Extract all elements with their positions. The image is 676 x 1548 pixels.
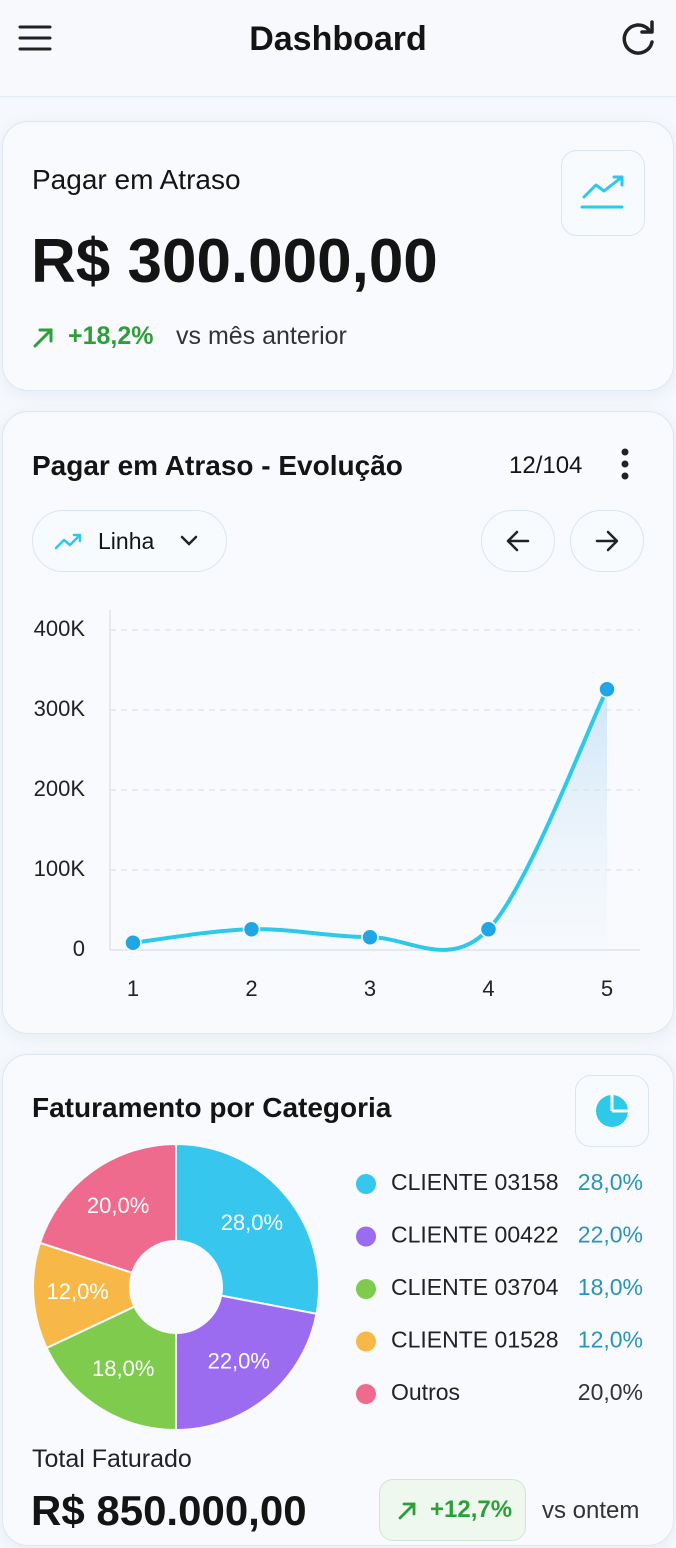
slice-label: 18,0% — [92, 1356, 154, 1381]
y-tick-label: 100K — [34, 856, 86, 881]
pie-slice — [45, 1305, 177, 1432]
menu-button[interactable] — [18, 24, 54, 54]
chart-type-label: Linha — [98, 528, 155, 554]
y-tick-label: 200K — [34, 776, 86, 801]
prev-button[interactable] — [481, 510, 555, 572]
total-change: +12,7% — [430, 1496, 513, 1523]
chevron-down — [180, 535, 198, 546]
total-change-badge: +12,7% — [379, 1479, 526, 1541]
pie-button[interactable] — [575, 1075, 649, 1147]
chart-type-select[interactable]: Linha — [32, 510, 227, 572]
arrow-left — [506, 530, 530, 552]
data-point — [242, 920, 261, 938]
kpi-comparison: vs mês anterior — [176, 322, 347, 350]
legend-swatch — [356, 1384, 376, 1404]
legend-label: CLIENTE 00422 — [391, 1222, 558, 1248]
legend-label: CLIENTE 01528 — [391, 1327, 558, 1353]
legend-value: 12,0% — [578, 1327, 643, 1353]
page-title: Dashboard — [249, 20, 427, 58]
data-point — [479, 920, 498, 938]
data-point — [361, 928, 379, 946]
legend-swatch — [356, 1279, 376, 1299]
slice-label: 20,0% — [87, 1193, 149, 1218]
kpi-change: +18,2% — [68, 322, 154, 350]
y-tick-label: 300K — [34, 696, 86, 721]
total-label: Total Faturado — [32, 1445, 192, 1473]
next-button[interactable] — [570, 510, 644, 572]
legend-value: 20,0% — [578, 1379, 643, 1405]
data-point — [124, 934, 142, 952]
x-tick-label: 5 — [601, 976, 613, 1001]
x-tick-label: 3 — [364, 976, 376, 1001]
trend-up-icon — [33, 328, 53, 348]
line-series — [131, 687, 609, 952]
y-tick-label: 0 — [73, 936, 85, 961]
trend-up-icon — [398, 1502, 416, 1520]
legend-value: 18,0% — [578, 1274, 643, 1300]
x-tick-label: 1 — [127, 976, 139, 1001]
category-card: Faturamento por Categoria Total Faturado… — [2, 1054, 674, 1546]
pie-slice — [175, 1294, 318, 1432]
more-button[interactable] — [615, 446, 635, 486]
refresh-button[interactable] — [618, 20, 658, 60]
pie-slice — [175, 1142, 320, 1315]
slice-label: 22,0% — [208, 1349, 270, 1374]
legend-swatch — [356, 1331, 376, 1352]
total-value: R$ 850.000,00 — [31, 1487, 307, 1534]
x-tick-label: 4 — [482, 976, 494, 1001]
app-bar — [0, 0, 676, 97]
x-tick-label: 2 — [245, 976, 257, 1001]
legend-label: CLIENTE 03158 — [391, 1169, 558, 1195]
legend-label: CLIENTE 03704 — [391, 1274, 559, 1300]
kpi-value: R$ 300.000,00 — [31, 227, 438, 296]
category-card-title: Faturamento por Categoria — [32, 1092, 392, 1123]
legend-value: 22,0% — [578, 1222, 643, 1248]
y-tick-label: 400K — [34, 616, 86, 641]
line-icon — [54, 533, 82, 550]
legend-label: Outros — [391, 1379, 460, 1405]
total-comparison: vs ontem — [542, 1497, 640, 1524]
slice-label: 12,0% — [46, 1279, 108, 1304]
kpi-title: Pagar em Atraso — [32, 164, 241, 195]
legend-swatch — [356, 1226, 376, 1247]
line-area — [133, 689, 607, 950]
pager: 12/104 — [509, 452, 583, 479]
arrow-right — [595, 530, 619, 552]
trend-button[interactable] — [561, 150, 645, 236]
kpi-card: Pagar em Atraso R$ 300.000,00 +18,2% vs … — [2, 121, 674, 391]
pie-slice — [38, 1142, 177, 1275]
legend-value: 28,0% — [578, 1169, 643, 1195]
slice-label: 28,0% — [221, 1210, 283, 1235]
trend-icon — [580, 175, 624, 209]
data-point — [598, 680, 616, 698]
pie-icon — [596, 1093, 630, 1127]
legend-swatch — [356, 1174, 376, 1194]
line-card-title: Pagar em Atraso - Evolução — [32, 450, 403, 481]
